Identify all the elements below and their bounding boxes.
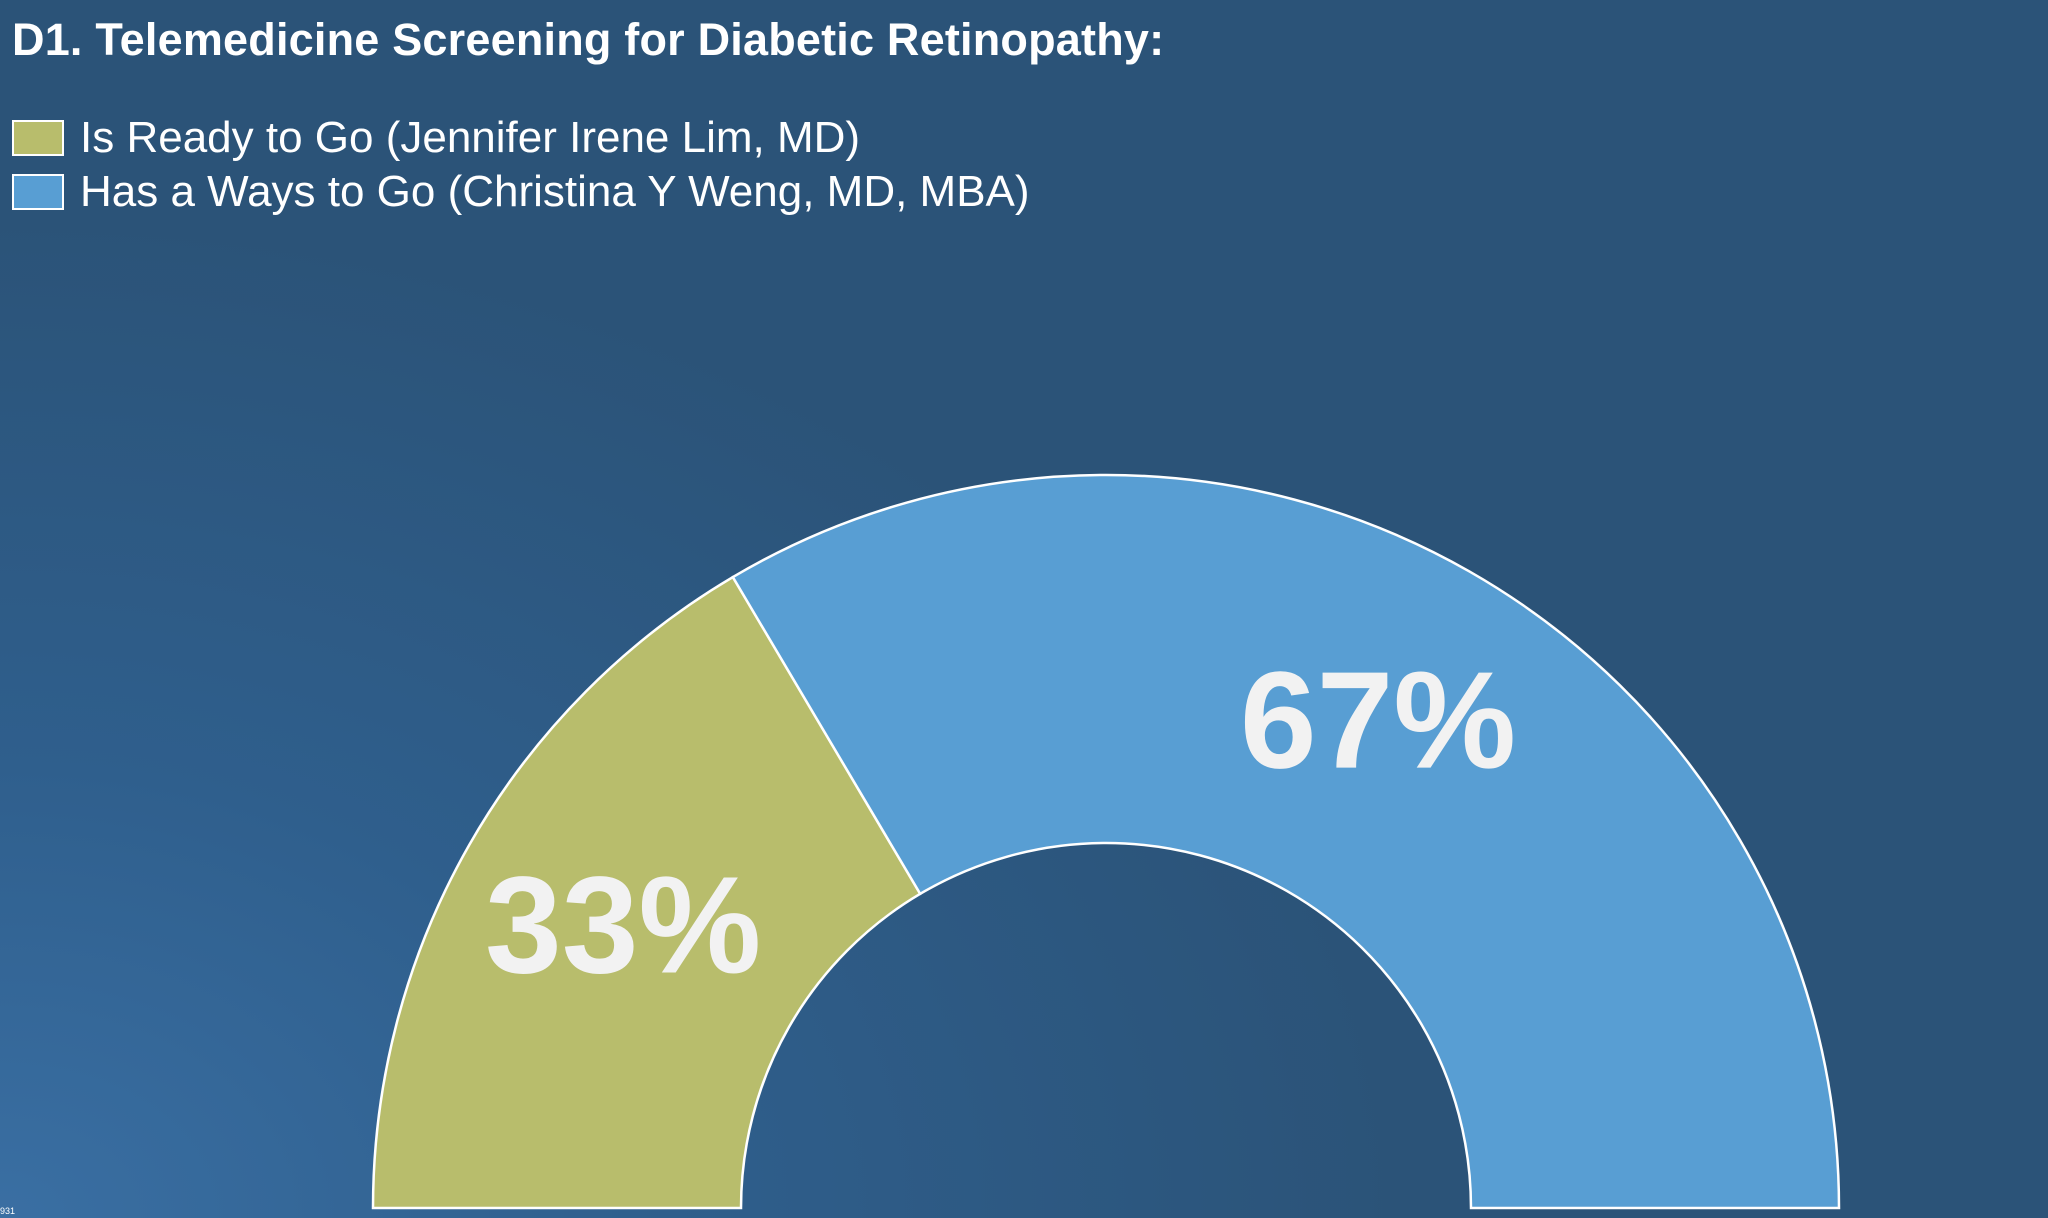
legend-swatch-ready [12,120,64,156]
legend: Is Ready to Go (Jennifer Irene Lim, MD) … [12,112,1030,220]
legend-label-ways-to-go: Has a Ways to Go (Christina Y Weng, MD, … [80,167,1030,216]
legend-swatch-ways-to-go [12,174,64,210]
slice-label-ways-to-go: 67% [1240,644,1516,798]
chart-title: D1. Telemedicine Screening for Diabetic … [12,14,1165,65]
legend-label-ready: Is Ready to Go (Jennifer Irene Lim, MD) [80,113,861,162]
legend-item-ready: Is Ready to Go (Jennifer Irene Lim, MD) [12,112,1030,164]
slice-ways-to-go [731,473,1841,1210]
legend-item-ways-to-go: Has a Ways to Go (Christina Y Weng, MD, … [12,166,1030,218]
slice-label-ready: 33% [485,848,761,1002]
slice-ready [371,575,922,1210]
corner-text: 931 [0,1206,16,1216]
